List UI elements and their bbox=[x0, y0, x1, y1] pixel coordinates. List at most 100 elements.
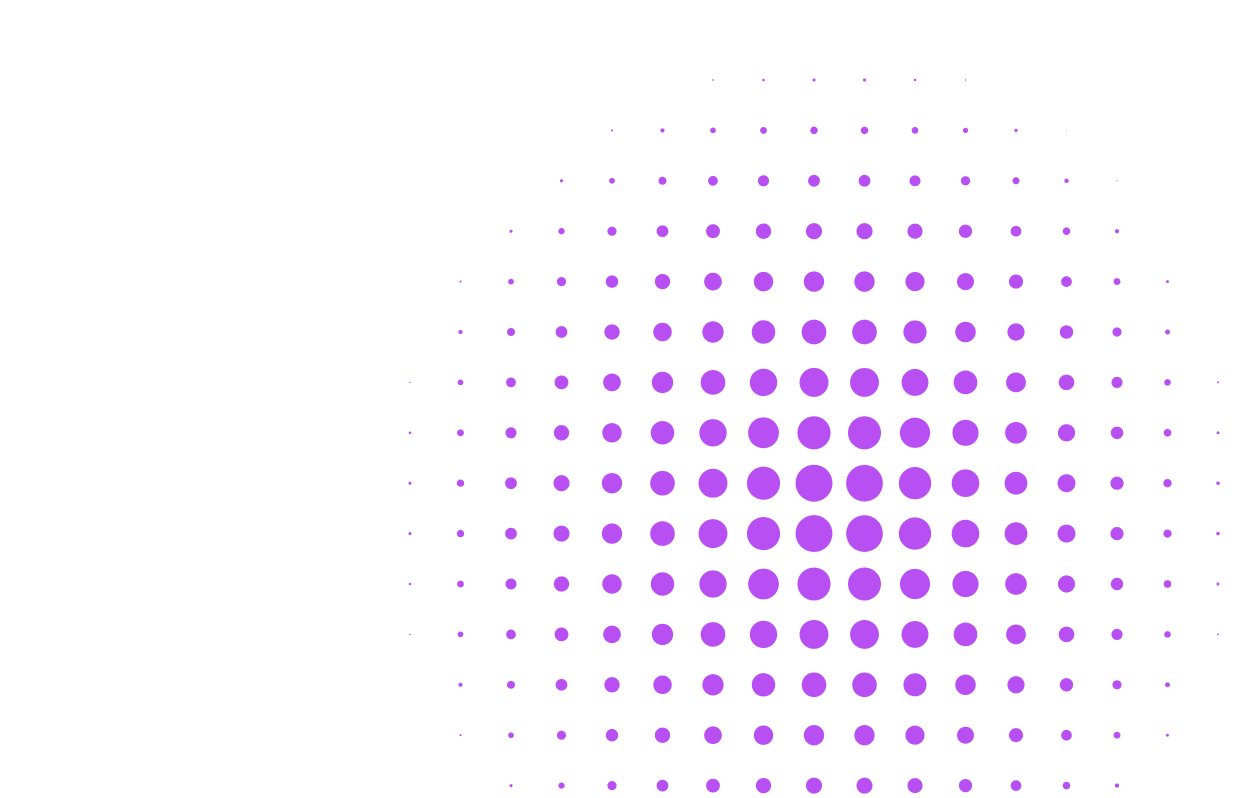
halftone-dot bbox=[1114, 229, 1120, 234]
halftone-dot bbox=[700, 622, 726, 647]
halftone-dot bbox=[459, 734, 462, 737]
halftone-dot bbox=[1057, 474, 1076, 493]
halftone-dot bbox=[755, 777, 772, 794]
halftone-dot bbox=[699, 570, 727, 598]
halftone-dot bbox=[1111, 628, 1123, 640]
halftone-dot bbox=[901, 368, 929, 396]
halftone-dot bbox=[801, 319, 827, 345]
halftone-dot bbox=[555, 326, 568, 338]
halftone-dot bbox=[1112, 327, 1122, 337]
halftone-dot bbox=[1164, 379, 1171, 386]
halftone-dot bbox=[509, 784, 513, 788]
halftone-dot bbox=[458, 682, 463, 687]
halftone-dot bbox=[956, 273, 975, 291]
halftone-dot bbox=[852, 672, 877, 698]
halftone-dot bbox=[951, 519, 980, 548]
halftone-dot bbox=[1216, 531, 1220, 536]
halftone-dot bbox=[650, 572, 675, 596]
halftone-dot bbox=[856, 223, 873, 240]
halftone-dot bbox=[456, 479, 465, 487]
halftone-dot bbox=[1217, 381, 1219, 384]
halftone-dot bbox=[505, 527, 517, 540]
halftone-dot bbox=[456, 529, 465, 538]
halftone-dot bbox=[605, 275, 619, 288]
halftone-dot bbox=[653, 675, 672, 695]
halftone-dot bbox=[1110, 426, 1124, 440]
halftone-dot bbox=[1110, 577, 1124, 591]
halftone-dot bbox=[952, 570, 979, 598]
halftone-dot bbox=[609, 177, 615, 184]
halftone-dot bbox=[1059, 325, 1074, 339]
halftone-dot bbox=[457, 429, 464, 437]
halftone-dot bbox=[660, 128, 665, 133]
halftone-dot bbox=[650, 470, 675, 496]
halftone-dot bbox=[558, 782, 565, 789]
halftone-dot bbox=[862, 78, 867, 82]
halftone-dot bbox=[952, 419, 979, 446]
halftone-dot bbox=[559, 179, 564, 183]
halftone-dot bbox=[847, 567, 882, 601]
halftone-dot bbox=[1166, 280, 1169, 284]
halftone-dot bbox=[509, 229, 513, 233]
halftone-dot bbox=[801, 672, 827, 698]
halftone-dot bbox=[753, 271, 774, 292]
halftone-dot bbox=[699, 419, 727, 447]
halftone-dot bbox=[702, 321, 724, 343]
halftone-dot bbox=[1111, 376, 1123, 388]
halftone-dot bbox=[803, 271, 825, 292]
halftone-dot bbox=[1057, 575, 1076, 593]
halftone-dot bbox=[605, 729, 619, 742]
halftone-dot bbox=[651, 371, 674, 394]
halftone-dot bbox=[1014, 128, 1018, 133]
halftone-dot bbox=[1163, 428, 1172, 437]
halftone-dot bbox=[808, 174, 820, 187]
halftone-dot bbox=[749, 368, 778, 397]
halftone-dot bbox=[1008, 274, 1024, 289]
halftone-dot bbox=[797, 567, 831, 601]
halftone-dot bbox=[710, 127, 716, 134]
halftone-dot bbox=[459, 280, 462, 283]
halftone-dot bbox=[901, 620, 929, 648]
halftone-dot bbox=[505, 477, 517, 490]
halftone-dot bbox=[555, 678, 568, 691]
halftone-dot bbox=[1058, 626, 1075, 643]
halftone-dot bbox=[1004, 471, 1028, 495]
halftone-dot bbox=[899, 568, 931, 600]
halftone-dot bbox=[1005, 573, 1027, 595]
halftone-dot bbox=[712, 79, 714, 81]
halftone-dot bbox=[603, 373, 621, 392]
halftone-dot bbox=[553, 576, 570, 592]
halftone-dot bbox=[1064, 178, 1069, 183]
halftone-dot bbox=[704, 726, 722, 745]
halftone-dot bbox=[1165, 329, 1170, 335]
halftone-dot bbox=[748, 417, 779, 449]
halftone-dot bbox=[708, 175, 718, 186]
halftone-dot bbox=[907, 223, 923, 239]
halftone-dot bbox=[409, 633, 411, 636]
halftone-dot bbox=[854, 725, 875, 746]
halftone-dot bbox=[762, 78, 765, 82]
halftone-dot bbox=[898, 467, 932, 500]
halftone-dot bbox=[812, 78, 816, 82]
halftone-dot bbox=[960, 176, 971, 186]
halftone-dot bbox=[905, 272, 925, 292]
halftone-dot bbox=[706, 224, 720, 239]
halftone-dot bbox=[610, 129, 614, 132]
halftone-dot bbox=[506, 629, 516, 640]
halftone-dot bbox=[858, 174, 871, 187]
halftone-dot bbox=[508, 732, 514, 739]
halftone-dot bbox=[409, 381, 411, 384]
halftone-dot bbox=[457, 631, 464, 638]
halftone-dot bbox=[755, 223, 772, 239]
halftone-dot bbox=[898, 517, 932, 550]
halftone-dot bbox=[507, 328, 515, 336]
halftone-dot bbox=[656, 779, 669, 792]
halftone-dot bbox=[795, 464, 833, 502]
halftone-dot bbox=[1216, 481, 1220, 485]
halftone-dot bbox=[651, 623, 674, 646]
halftone-dot bbox=[553, 475, 570, 492]
halftone-dot bbox=[698, 468, 728, 498]
halftone-dot bbox=[909, 175, 921, 187]
halftone-dot bbox=[911, 127, 919, 134]
